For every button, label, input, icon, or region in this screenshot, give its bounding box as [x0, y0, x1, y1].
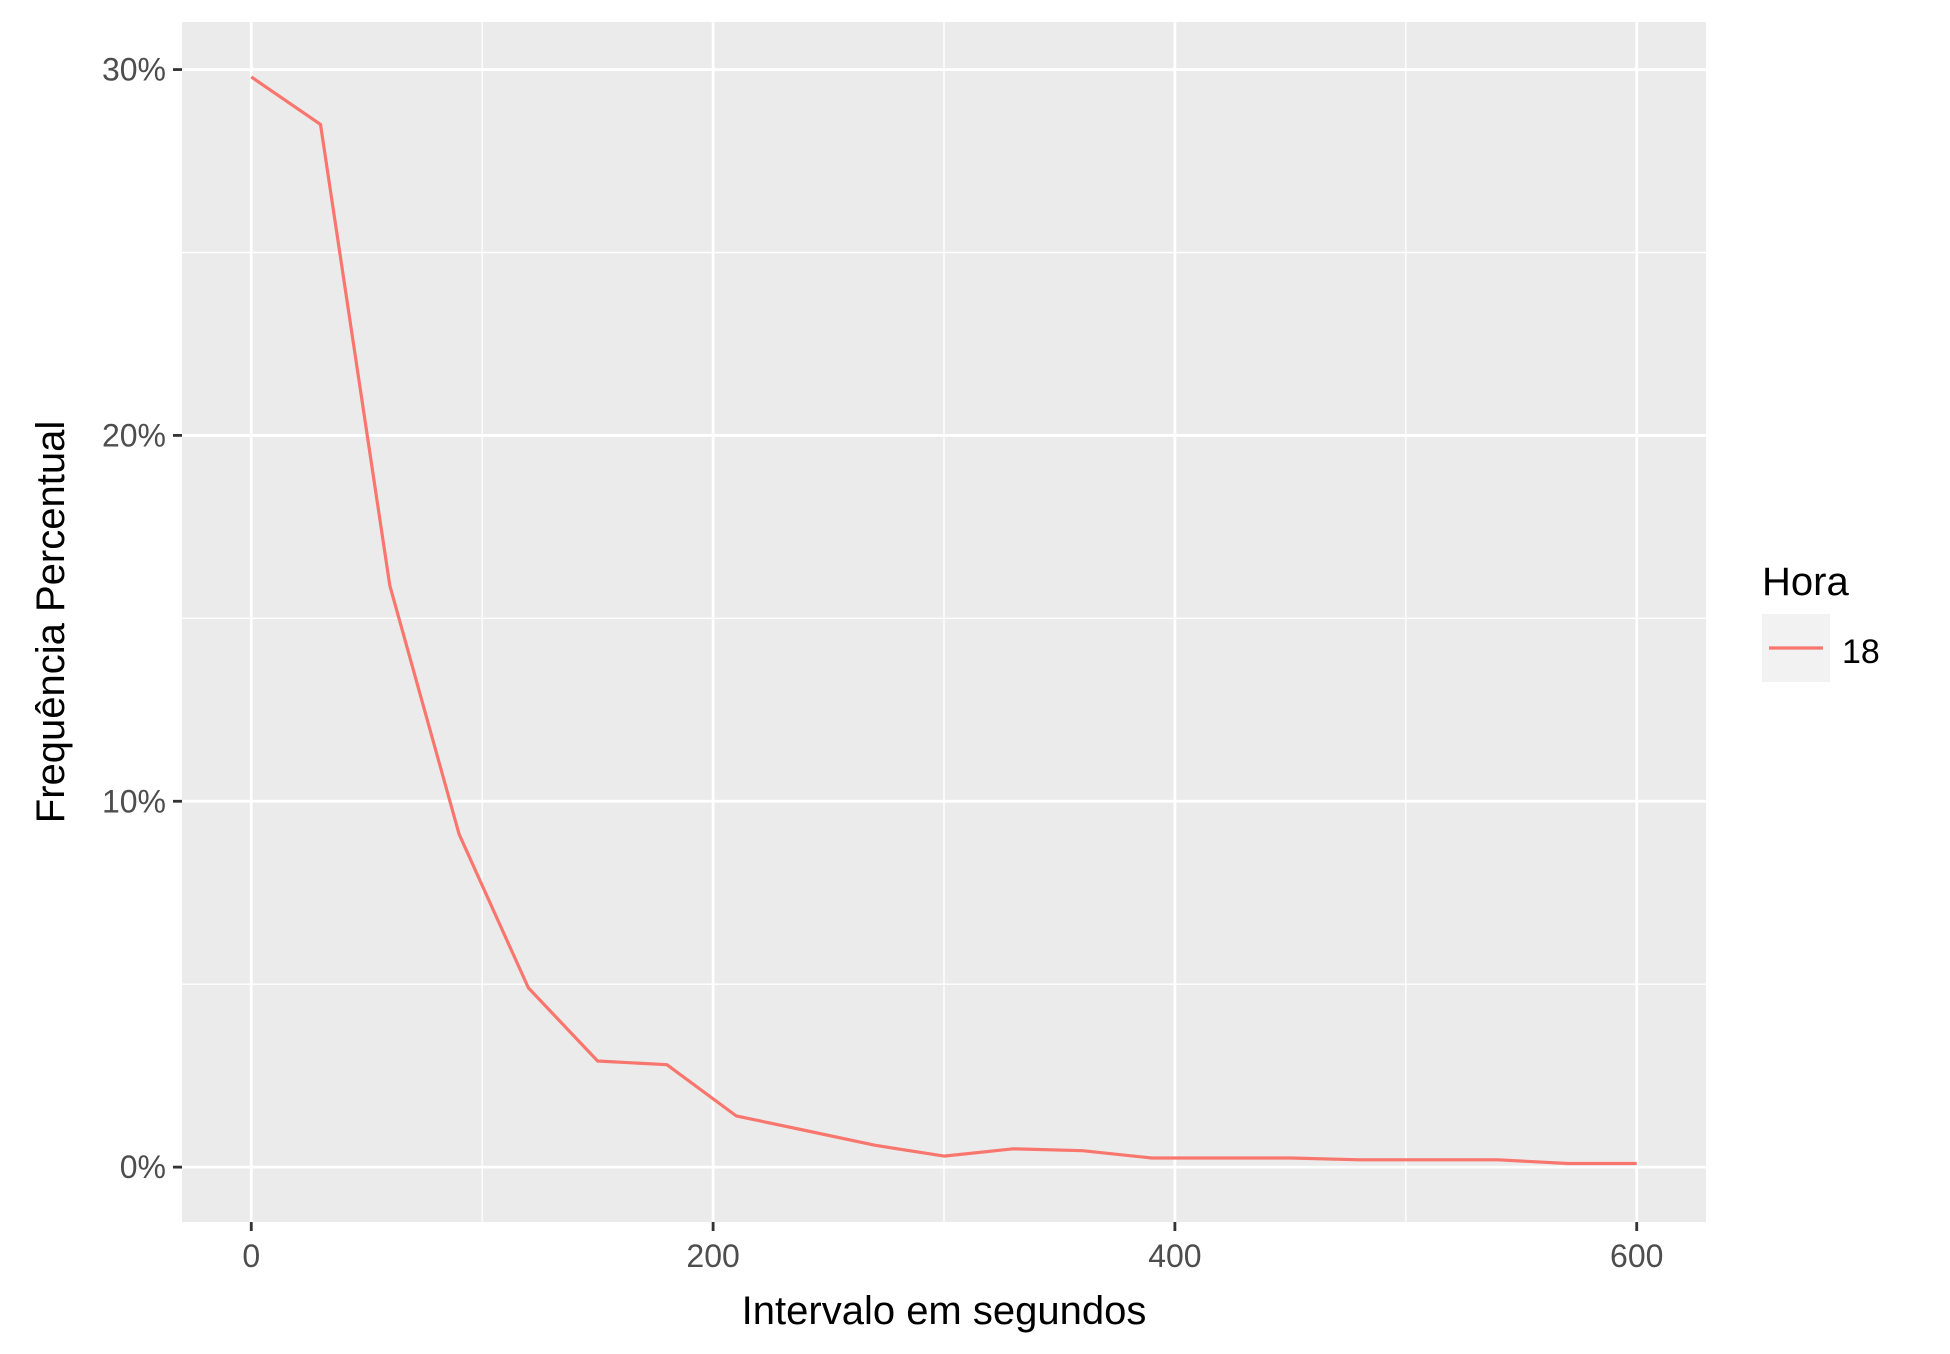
minor-grid	[182, 22, 1706, 1222]
y-tick-label: 30%	[102, 52, 166, 88]
y-axis-title: Frequência Percentual	[29, 421, 73, 823]
series-layer	[250, 75, 1637, 1166]
legend-label-18: 18	[1842, 633, 1880, 671]
major-grid	[182, 22, 1706, 1222]
legend: Hora 18	[1762, 560, 1880, 682]
x-tick-label: 200	[686, 1238, 739, 1274]
legend-title: Hora	[1762, 560, 1849, 604]
series-line-18	[250, 75, 1637, 1166]
y-tick-label: 10%	[102, 783, 166, 819]
axes: 0 200 400 600 0% 10% 20% 30%	[102, 52, 1663, 1274]
x-tick-label: 400	[1148, 1238, 1201, 1274]
y-tick-label: 20%	[102, 417, 166, 453]
x-axis-title: Intervalo em segundos	[742, 1289, 1147, 1333]
x-tick-label: 600	[1610, 1238, 1663, 1274]
y-tick-label: 0%	[120, 1149, 166, 1185]
x-tick-label: 0	[242, 1238, 260, 1274]
